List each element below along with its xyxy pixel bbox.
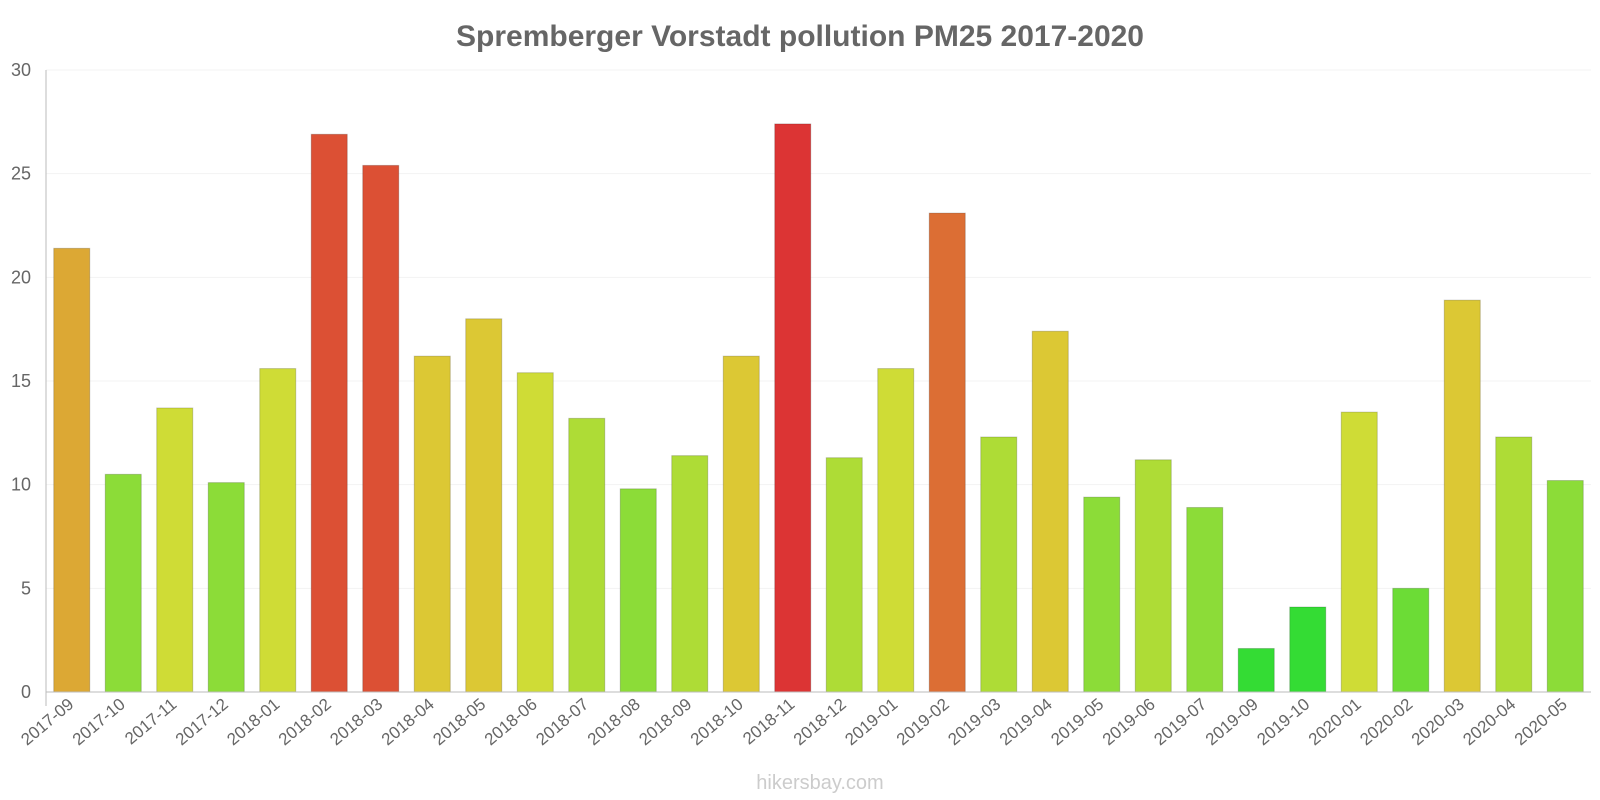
x-tick-label: 2019-02 <box>893 695 953 750</box>
y-tick-label: 0 <box>21 682 31 702</box>
x-tick-label: 2017-11 <box>121 695 180 749</box>
bar-2020-03 <box>1443 299 1481 693</box>
bar-2020-04 <box>1495 436 1533 693</box>
bar-2017-11 <box>156 407 194 693</box>
x-tick-label: 2018-03 <box>326 695 386 750</box>
bar-2018-01 <box>259 368 297 693</box>
chart-title: Spremberger Vorstadt pollution PM25 2017… <box>456 20 1144 53</box>
bar-2019-09 <box>1237 647 1275 693</box>
y-tick-label: 5 <box>21 578 31 598</box>
x-tick-label: 2019-09 <box>1202 695 1262 750</box>
bar-2017-12 <box>207 482 245 693</box>
bar-2019-05 <box>1083 496 1121 693</box>
bar-2018-08 <box>619 488 657 693</box>
x-tick-label: 2018-05 <box>429 695 489 750</box>
x-tick-label: 2018-01 <box>223 695 283 750</box>
bar-2020-02 <box>1392 587 1430 693</box>
bar-2019-01 <box>877 368 915 693</box>
y-tick-label: 15 <box>11 371 31 391</box>
bar-2019-03 <box>980 436 1018 693</box>
x-tick-label: 2018-06 <box>481 695 541 750</box>
bar-2018-05 <box>465 318 503 693</box>
x-tick-label: 2020-04 <box>1459 695 1519 750</box>
bar-2018-07 <box>568 417 606 693</box>
watermark: hikersbay.com <box>756 772 883 794</box>
x-tick-label: 2019-04 <box>996 695 1056 750</box>
bar-2019-04 <box>1031 330 1069 693</box>
bar-2018-11 <box>774 123 812 693</box>
x-tick-label: 2019-10 <box>1253 695 1313 750</box>
x-tick-label: 2019-06 <box>1099 695 1159 750</box>
x-tick-label: 2018-12 <box>790 695 850 750</box>
x-tick-label: 2019-07 <box>1150 695 1210 750</box>
x-tick-label: 2020-02 <box>1356 695 1416 750</box>
bar-2019-06 <box>1134 459 1172 693</box>
bar-2018-03 <box>362 164 400 693</box>
y-tick-label: 30 <box>11 60 31 80</box>
x-tick-label: 2020-03 <box>1408 695 1468 750</box>
x-tick-label: 2019-01 <box>841 695 901 750</box>
bar-2020-01 <box>1340 411 1378 693</box>
x-tick-label: 2018-08 <box>584 695 644 750</box>
bars <box>53 123 1584 693</box>
bar-2018-02 <box>310 133 348 693</box>
bar-2018-10 <box>722 355 760 693</box>
x-tick-label: 2018-07 <box>532 695 592 750</box>
x-tick-label: 2018-09 <box>635 695 695 750</box>
bar-2019-02 <box>928 212 966 693</box>
x-tick-label: 2018-04 <box>378 695 438 750</box>
x-tick-label: 2018-11 <box>739 695 798 749</box>
x-tick-label: 2018-02 <box>275 695 335 750</box>
x-tick-label: 2017-12 <box>172 695 232 750</box>
x-tick-label: 2020-01 <box>1305 695 1365 750</box>
bar-2018-04 <box>413 355 451 693</box>
bar-2019-07 <box>1186 506 1224 693</box>
x-tick-label: 2019-03 <box>944 695 1004 750</box>
y-tick-label: 10 <box>11 475 31 495</box>
bar-2020-05 <box>1546 480 1584 693</box>
y-tick-label: 25 <box>11 164 31 184</box>
bar-2017-09 <box>53 247 91 693</box>
y-axis-ticks: 0 5 10 15 20 25 30 <box>11 60 31 702</box>
x-tick-label: 2017-10 <box>69 695 129 750</box>
x-tick-label: 2018-10 <box>687 695 747 750</box>
x-tick-label: 2020-05 <box>1511 695 1571 750</box>
x-axis-ticks: 2017-092017-102017-112017-122018-012018-… <box>17 695 1571 750</box>
x-tick-label: 2017-09 <box>17 695 77 750</box>
bar-2018-06 <box>516 372 554 693</box>
bar-2019-10 <box>1289 606 1327 693</box>
gridlines <box>46 69 1591 693</box>
bar-2018-12 <box>825 457 863 693</box>
bar-2017-10 <box>104 473 142 693</box>
x-tick-label: 2019-05 <box>1047 695 1107 750</box>
y-tick-label: 20 <box>11 267 31 287</box>
bar-2018-09 <box>671 455 709 693</box>
